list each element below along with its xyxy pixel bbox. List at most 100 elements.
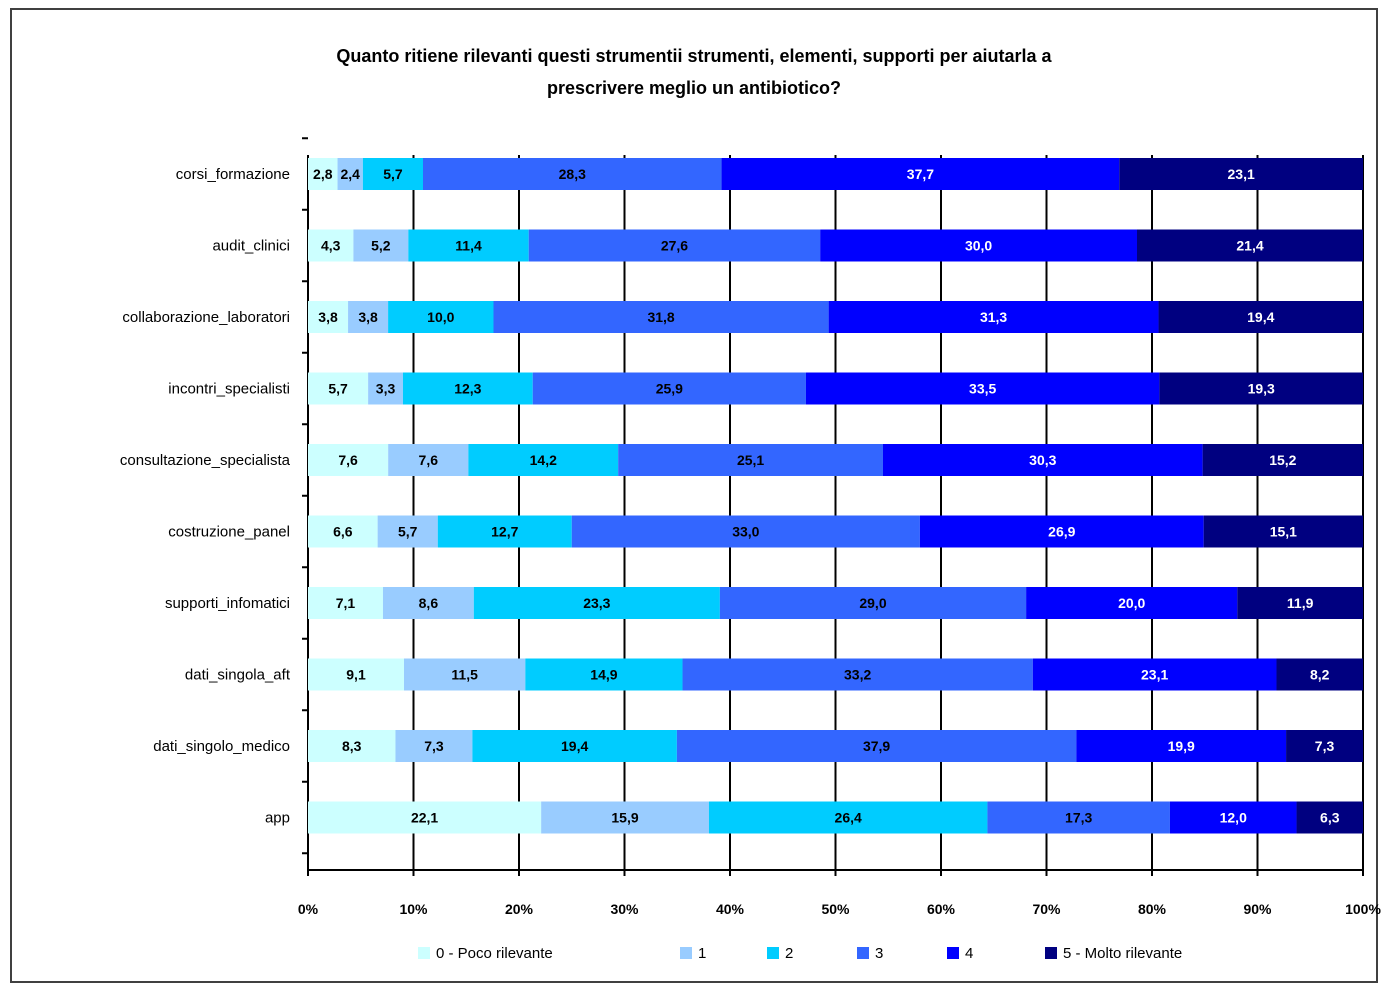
bar-value-label: 12,0 (1220, 810, 1247, 826)
legend-label: 4 (965, 945, 973, 962)
bar-value-label: 25,9 (656, 381, 683, 397)
bar-segment (308, 372, 369, 405)
bar-value-label: 7,6 (419, 452, 439, 468)
bar-value-label: 14,2 (530, 452, 557, 468)
bar-segment (308, 301, 349, 333)
legend-swatch (418, 947, 430, 959)
x-tick-label: 90% (1243, 901, 1272, 917)
bar-value-label: 22,1 (411, 810, 438, 826)
bar-segment (1169, 801, 1297, 834)
bar-value-label: 27,6 (661, 238, 688, 254)
bar-value-label: 8,6 (419, 595, 439, 611)
bar-value-label: 5,7 (328, 381, 348, 397)
bar-value-label: 3,8 (318, 309, 338, 325)
bar-segment (388, 301, 494, 333)
bar-segment (828, 301, 1159, 333)
bar-value-label: 30,3 (1029, 452, 1056, 468)
bar-value-label: 7,6 (338, 452, 358, 468)
legend-label: 0 - Poco rilevante (436, 945, 553, 962)
bar-segment (719, 587, 1027, 619)
bar-value-label: 28,3 (559, 166, 586, 182)
x-tick-label: 10% (399, 901, 428, 917)
bar-segment (308, 658, 405, 691)
bar-value-label: 4,3 (321, 238, 341, 254)
bar-value-label: 9,1 (346, 667, 366, 683)
bar-value-label: 26,9 (1048, 524, 1075, 540)
bar-value-label: 3,3 (376, 381, 396, 397)
bar-value-label: 37,9 (863, 738, 890, 754)
bar-segment (337, 158, 363, 190)
bar-value-label: 12,7 (491, 524, 518, 540)
chart-title-line2: prescrivere meglio un antibiotico? (546, 78, 842, 98)
bar-segment (422, 158, 722, 190)
x-tick-label: 0% (298, 901, 319, 917)
bar-segment (388, 444, 469, 476)
bar-value-label: 20,0 (1118, 595, 1145, 611)
bar-value-label: 33,2 (844, 667, 871, 683)
bar-value-label: 7,3 (424, 738, 444, 754)
bar-segment (348, 301, 389, 333)
bar-segment (368, 372, 403, 405)
x-tick-label: 40% (716, 901, 745, 917)
bar-segment (472, 730, 677, 762)
bar-segment (1032, 658, 1277, 691)
bar-segment (468, 444, 619, 476)
bar-value-label: 6,3 (1320, 810, 1340, 826)
bar-segment (308, 229, 354, 262)
x-tick-label: 60% (927, 901, 956, 917)
bar-value-label: 31,8 (647, 309, 674, 325)
legend-label: 3 (875, 945, 883, 962)
bar-segment (1296, 801, 1363, 834)
bar-value-label: 23,1 (1228, 166, 1255, 182)
bar-segment (404, 658, 526, 691)
bar-value-label: 25,1 (737, 452, 764, 468)
bar-segment (362, 158, 423, 190)
category-label: collaborazione_laboratori (122, 309, 290, 326)
bar-value-label: 21,4 (1236, 238, 1263, 254)
bar-value-label: 33,5 (969, 381, 996, 397)
bar-value-label: 2,4 (340, 166, 360, 182)
bar-value-label: 14,9 (590, 667, 617, 683)
bar-segment (1159, 372, 1363, 405)
bar-segment (525, 658, 683, 691)
bar-segment (1202, 444, 1363, 476)
bar-segment (721, 158, 1120, 190)
x-tick-label: 80% (1138, 901, 1167, 917)
bar-segment (308, 158, 338, 190)
bar-value-label: 15,1 (1270, 524, 1297, 540)
bar-segment (437, 515, 572, 548)
bar-value-label: 17,3 (1065, 810, 1092, 826)
bar-segment (1076, 730, 1287, 762)
category-label: supporti_infomatici (165, 595, 290, 612)
bar-segment (308, 730, 396, 762)
bar-value-label: 11,5 (451, 667, 478, 683)
bar-value-label: 7,3 (1315, 738, 1335, 754)
bar-value-label: 15,2 (1269, 452, 1296, 468)
bar-segment (528, 229, 821, 262)
bar-segment (805, 372, 1160, 405)
bar-value-label: 2,8 (313, 166, 333, 182)
bar-value-label: 23,1 (1141, 667, 1168, 683)
bar-value-label: 19,3 (1248, 381, 1275, 397)
bar-value-label: 5,7 (383, 166, 403, 182)
x-tick-label: 30% (610, 901, 639, 917)
bar-segment (882, 444, 1203, 476)
bar-segment (541, 801, 709, 834)
bar-segment (1119, 158, 1363, 190)
bar-value-label: 19,9 (1168, 738, 1195, 754)
category-label: dati_singola_aft (185, 667, 291, 684)
bar-value-label: 8,2 (1310, 667, 1330, 683)
bar-segment (395, 730, 473, 762)
x-tick-label: 50% (821, 901, 850, 917)
bar-segment (571, 515, 920, 548)
bar-segment (308, 444, 389, 476)
bar-segment (820, 229, 1138, 262)
category-label: corsi_formazione (176, 166, 290, 183)
bar-value-label: 12,3 (454, 381, 481, 397)
category-label: costruzione_panel (168, 524, 290, 541)
bar-value-label: 8,3 (342, 738, 362, 754)
legend-swatch (767, 947, 779, 959)
legend-swatch (947, 947, 959, 959)
bar-segment (408, 229, 529, 262)
